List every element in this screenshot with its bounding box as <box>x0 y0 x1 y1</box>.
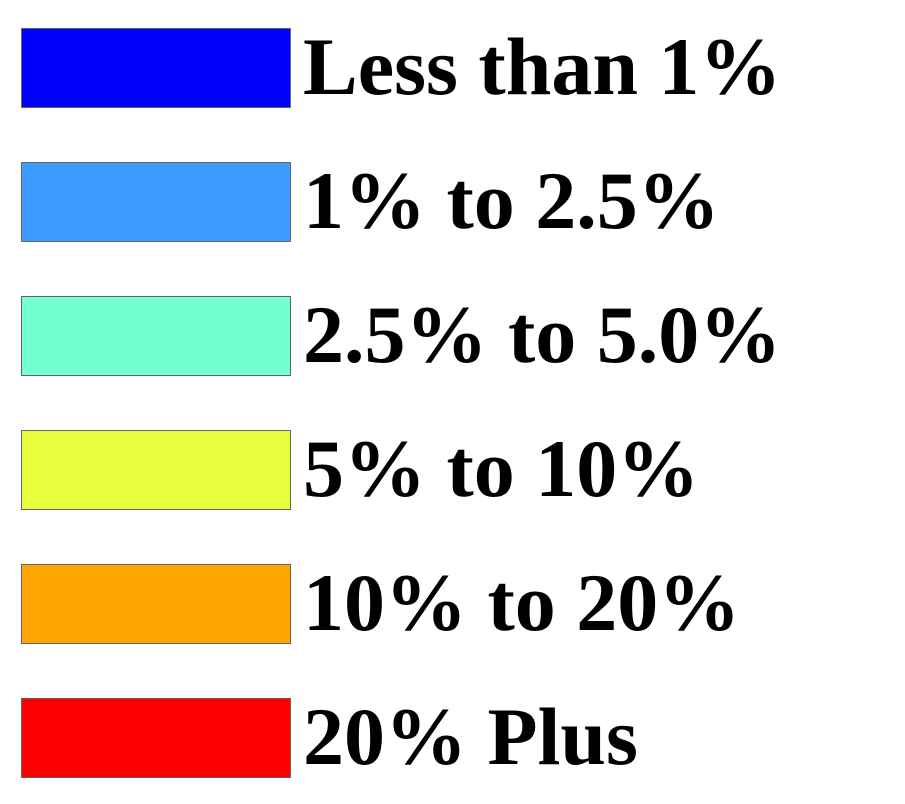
legend-label: 10% to 20% <box>303 557 741 648</box>
legend-item-5-to-10: 5% to 10% <box>0 402 905 536</box>
color-legend: Less than 1% 1% to 2.5% 2.5% to 5.0% 5% … <box>0 0 905 782</box>
legend-item-1-to-2-5: 1% to 2.5% <box>0 134 905 268</box>
legend-swatch <box>21 28 291 108</box>
legend-item-2-5-to-5: 2.5% to 5.0% <box>0 268 905 402</box>
legend-item-less-than-1: Less than 1% <box>0 0 905 134</box>
legend-swatch <box>21 296 291 376</box>
legend-label: 2.5% to 5.0% <box>303 289 782 380</box>
legend-label: 5% to 10% <box>303 423 700 514</box>
legend-label: 1% to 2.5% <box>303 155 720 246</box>
legend-swatch <box>21 162 291 242</box>
legend-item-10-to-20: 10% to 20% <box>0 536 905 670</box>
legend-label: 20% Plus <box>303 691 638 782</box>
legend-swatch <box>21 564 291 644</box>
legend-swatch <box>21 698 291 778</box>
legend-label: Less than 1% <box>303 21 782 112</box>
legend-swatch <box>21 430 291 510</box>
legend-item-20-plus: 20% Plus <box>0 670 905 804</box>
